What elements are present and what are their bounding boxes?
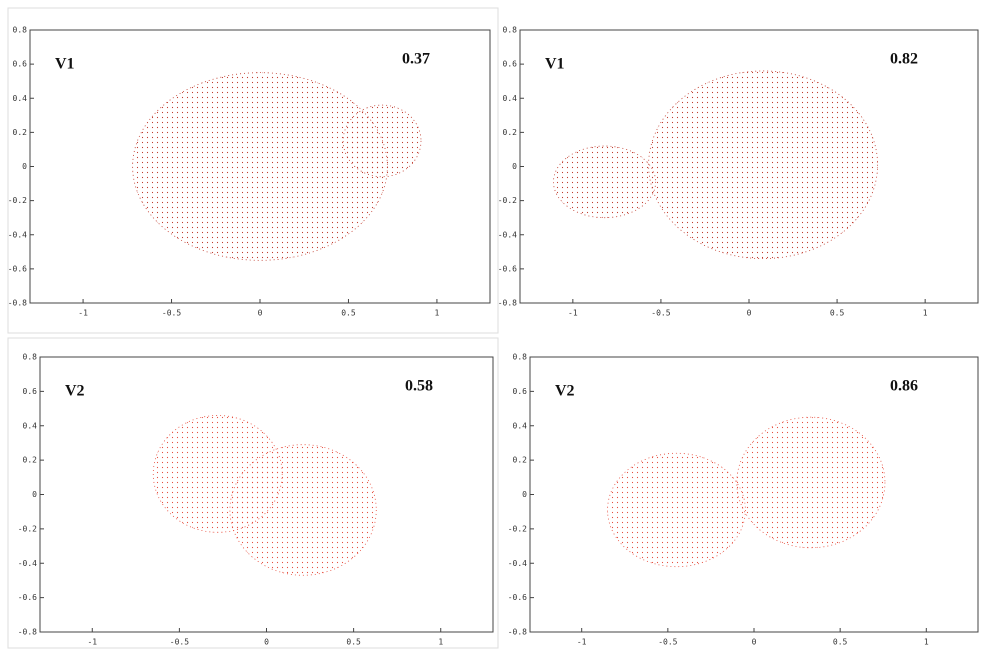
y-tick-label: 0 [512, 162, 517, 171]
y-tick-label: -0.6 [508, 593, 527, 602]
y-tick-label: 0.4 [503, 94, 518, 103]
y-tick-label: 0.8 [23, 353, 38, 362]
y-tick-label: 0 [522, 490, 527, 499]
panel-label: V2 [555, 383, 575, 400]
x-tick-label: -0.5 [651, 309, 670, 318]
panel-annotation: 0.86 [890, 378, 918, 395]
x-tick-label: 0 [264, 638, 269, 647]
y-tick-label: 0 [32, 490, 37, 499]
y-tick-label: -0.2 [8, 196, 27, 205]
x-tick-label: -0.5 [170, 638, 189, 647]
y-tick-label: -0.2 [498, 196, 517, 205]
y-tick-label: 0.6 [13, 60, 28, 69]
panel-frame [7, 337, 499, 649]
panel-label: V1 [55, 56, 75, 73]
x-tick-label: 0 [752, 638, 757, 647]
panel-annotation: 0.58 [405, 378, 433, 395]
dotted-body [229, 444, 377, 576]
y-tick-label: 0 [22, 162, 27, 171]
y-tick-label: -0.4 [18, 559, 37, 568]
y-tick-label: 0.8 [513, 353, 528, 362]
panel: -1 -0.5 0 0.5 1 -0.8 -0.6 -0.4 -0.2 0 0.2 0.4 0.6 0.8… [18, 353, 494, 647]
y-tick-label: -0.8 [8, 299, 27, 308]
dotted-body [553, 145, 657, 219]
y-tick-label: -0.4 [508, 559, 527, 568]
y-tick-label: 0.4 [13, 94, 28, 103]
x-tick-label: 0 [258, 309, 263, 318]
y-tick-label: 0.2 [503, 128, 518, 137]
panel: -1 -0.5 0 0.5 1 -0.8 -0.6 -0.4 -0.2 0 0.2 0.4 0.6 0.8… [498, 26, 979, 318]
x-tick-label: 1 [435, 309, 440, 318]
panel: -1 -0.5 0 0.5 1 -0.8 -0.6 -0.4 -0.2 0 0.2 0.4 0.6 0.8… [8, 26, 491, 318]
y-tick-label: 0.4 [513, 421, 528, 430]
y-tick-label: -0.2 [18, 524, 37, 533]
dotted-body [342, 104, 422, 178]
x-tick-label: 0.5 [341, 309, 356, 318]
x-tick-label: 0.5 [346, 638, 361, 647]
dotted-body [132, 72, 388, 261]
panel-frame [7, 7, 499, 334]
x-tick-label: 0.5 [830, 309, 845, 318]
x-tick-label: 1 [438, 638, 443, 647]
y-tick-label: -0.6 [18, 593, 37, 602]
y-tick-label: -0.4 [498, 230, 517, 239]
y-tick-label: -0.6 [8, 264, 27, 273]
x-tick-label: -1 [78, 309, 88, 318]
x-tick-label: -1 [87, 638, 97, 647]
y-tick-label: 0.2 [13, 128, 28, 137]
x-tick-label: -1 [568, 309, 578, 318]
y-tick-label: 0.8 [503, 26, 518, 35]
y-tick-label: 0.6 [503, 60, 518, 69]
y-tick-label: -0.8 [18, 628, 37, 637]
x-tick-label: -0.5 [162, 309, 181, 318]
panel-annotation: 0.82 [890, 51, 918, 68]
y-tick-label: -0.8 [508, 628, 527, 637]
y-tick-label: 0.6 [513, 387, 528, 396]
x-tick-label: -1 [577, 638, 587, 647]
y-tick-label: 0.2 [23, 456, 38, 465]
x-tick-label: 0 [747, 309, 752, 318]
y-tick-label: 0.6 [23, 387, 38, 396]
y-tick-label: 0.2 [513, 456, 528, 465]
panel: -1 -0.5 0 0.5 1 -0.8 -0.6 -0.4 -0.2 0 0.2 0.4 0.6 0.8… [508, 353, 979, 647]
x-tick-label: -0.5 [658, 638, 677, 647]
y-tick-label: -0.4 [8, 230, 27, 239]
x-tick-label: 1 [923, 309, 928, 318]
y-tick-label: -0.2 [508, 524, 527, 533]
x-tick-label: 0.5 [833, 638, 848, 647]
dotted-body [648, 70, 878, 260]
dotted-body [607, 452, 746, 568]
y-tick-label: 0.8 [13, 26, 28, 35]
dotted-body [736, 416, 886, 549]
panel-label: V1 [545, 56, 565, 73]
y-tick-label: -0.8 [498, 299, 517, 308]
y-tick-label: -0.6 [498, 264, 517, 273]
x-tick-label: 1 [924, 638, 929, 647]
panel-label: V2 [65, 383, 85, 400]
panel-annotation: 0.37 [402, 51, 430, 68]
y-tick-label: 0.4 [23, 421, 38, 430]
